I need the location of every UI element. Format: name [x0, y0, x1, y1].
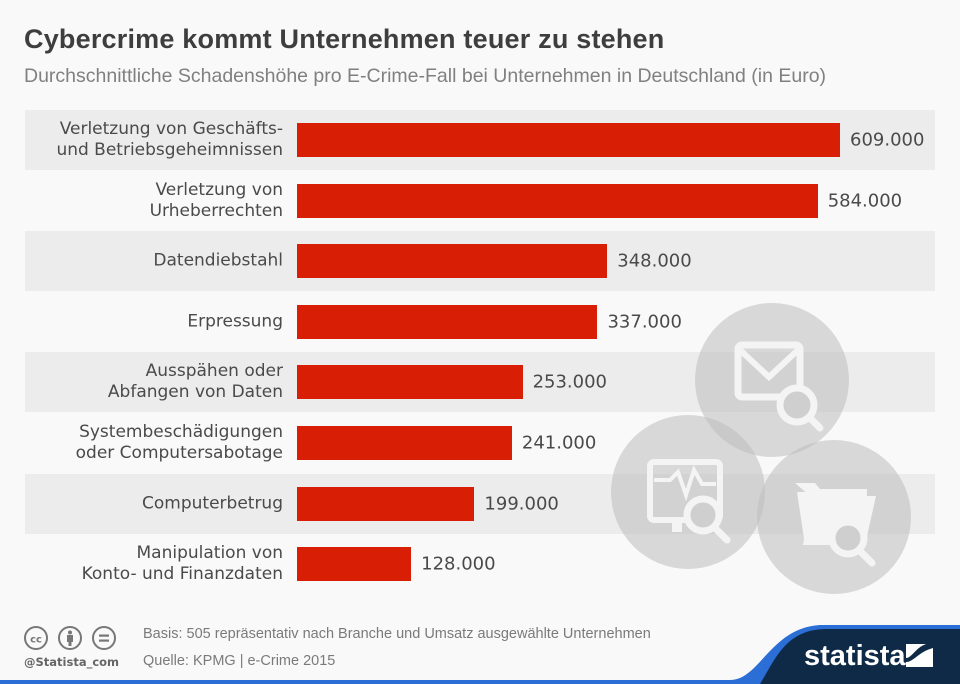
bar-row: Verletzung von Geschäfts-und Betriebsgeh… [25, 110, 935, 170]
attribution-icon [58, 626, 82, 650]
category-label-line: Computerbetrug [142, 493, 283, 514]
value-label: 241.000 [521, 432, 597, 454]
chart-title: Cybercrime kommt Unternehmen teuer zu st… [24, 24, 665, 54]
category-label-line: Erpressung [187, 311, 283, 332]
bar-row: Datendiebstahl 348.000 [25, 231, 935, 292]
svg-text:cc: cc [30, 635, 42, 646]
bar [297, 304, 598, 339]
bar-row: Computerbetrug 199.000 [25, 473, 935, 534]
category-label-line: Abfangen von Daten [107, 382, 283, 403]
bar-row: Ausspähen oder Abfangen von Daten 253.000 [25, 352, 935, 413]
category-label: Verletzung von Geschäfts-und Betriebsgeh… [25, 119, 283, 161]
bar [297, 183, 818, 218]
source-note: Quelle: KPMG | e-Crime 2015 [143, 653, 336, 669]
value-label: 128.000 [421, 553, 496, 575]
bar-row: Systembeschädigungen oder Computersabotag… [25, 413, 935, 473]
category-label: Erpressung [25, 311, 283, 332]
category-label: Ausspähen oder Abfangen von Daten [25, 361, 283, 403]
cc-icon: cc [24, 626, 48, 650]
bar [297, 426, 512, 460]
category-label-line: Systembeschädigungen [79, 422, 283, 442]
bar [297, 547, 412, 582]
bar [297, 486, 475, 521]
bar-row: Manipulation von Konto- und Finanzdaten 12… [25, 534, 935, 594]
statista-logo-icon [906, 644, 933, 667]
value-label: 609.000 [850, 129, 925, 151]
value-label: 348.000 [617, 250, 692, 272]
statista-logo-text[interactable]: statista [804, 640, 906, 672]
statista-handle: @Statista_com [24, 655, 120, 669]
category-label: Verletzung von Urheberrechten [25, 180, 283, 222]
bar [297, 123, 840, 157]
category-label-line: Datendiebstahl [153, 250, 283, 271]
category-label-line: Verletzung von Geschäfts- [59, 119, 283, 139]
category-label-line: Konto- und Finanzdaten [81, 564, 283, 585]
value-label: 253.000 [532, 371, 608, 393]
category-label: Computerbetrug [25, 493, 283, 514]
basis-note: Basis: 505 repräsentativ nach Branche un… [143, 626, 651, 642]
category-label-line: Verletzung von [155, 179, 283, 200]
category-label-line: Manipulation von [136, 543, 284, 564]
category-label: Manipulation von Konto- und Finanzdaten [25, 543, 283, 585]
category-label: Datendiebstahl [25, 251, 283, 272]
bar [297, 244, 608, 279]
bar-row: Verletzung von Urheberrechten 584.000 [25, 171, 935, 231]
bar [297, 365, 523, 400]
value-label: 337.000 [607, 311, 682, 333]
value-label: 199.000 [484, 493, 559, 515]
category-label: Systembeschädigungen oder Computersabotag… [25, 422, 283, 464]
category-label-line: oder Computersabotage [75, 443, 283, 463]
category-label-line: Urheberrechten [149, 200, 283, 221]
chart-subtitle: Durchschnittliche Schadenshöhe pro E-Cri… [24, 65, 827, 87]
category-label-line: und Betriebsgeheimnissen [56, 140, 283, 160]
value-label: 584.000 [827, 190, 903, 212]
no-derivatives-icon [92, 626, 116, 650]
license-icons: cc [24, 626, 116, 650]
bar-row: Erpressung 337.000 [25, 292, 935, 352]
category-label-line: Ausspähen oder [145, 361, 283, 382]
